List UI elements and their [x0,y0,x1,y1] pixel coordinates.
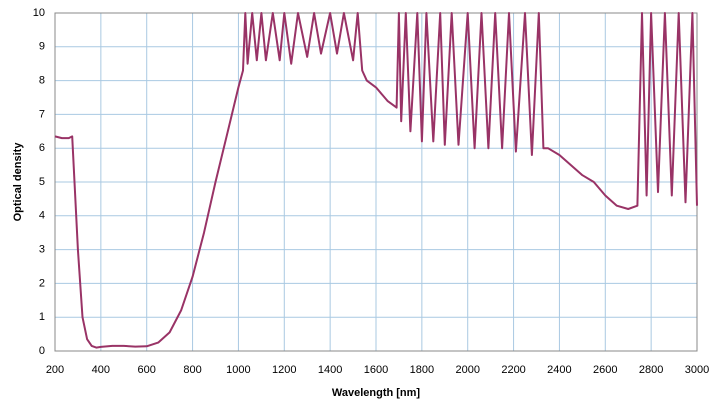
x-tick-label: 2200 [501,364,525,376]
x-tick-label: 1400 [318,364,342,376]
x-tick-label: 2000 [455,364,479,376]
x-tick-label: 800 [183,364,201,376]
x-tick-label: 2400 [547,364,571,376]
x-tick-label: 1600 [364,364,388,376]
x-tick-label: 1800 [410,364,434,376]
data-line [54,12,698,349]
x-tick-label: 400 [92,364,110,376]
x-tick-label: 1000 [226,364,250,376]
x-tick-label: 600 [138,364,156,376]
y-tick-label: 1 [39,311,45,323]
y-tick-label: 5 [39,176,45,188]
y-tick-label: 8 [39,75,45,87]
x-tick-label: 200 [46,364,64,376]
y-tick-label: 7 [39,108,45,120]
x-tick-label: 1200 [272,364,296,376]
y-axis-title: Optical density [12,142,24,222]
x-tick-label: 2800 [639,364,663,376]
y-tick-label: 10 [33,7,45,19]
y-tick-label: 9 [39,41,45,53]
x-axis-title: Wavelength [nm] [332,387,421,399]
y-tick-label: 4 [39,210,45,222]
x-tick-label: 2600 [593,364,617,376]
y-tick-label: 2 [39,277,45,289]
y-tick-label: 0 [39,345,45,357]
y-tick-label: 3 [39,244,45,256]
x-tick-label: 3000 [685,364,709,376]
y-tick-label: 6 [39,142,45,154]
